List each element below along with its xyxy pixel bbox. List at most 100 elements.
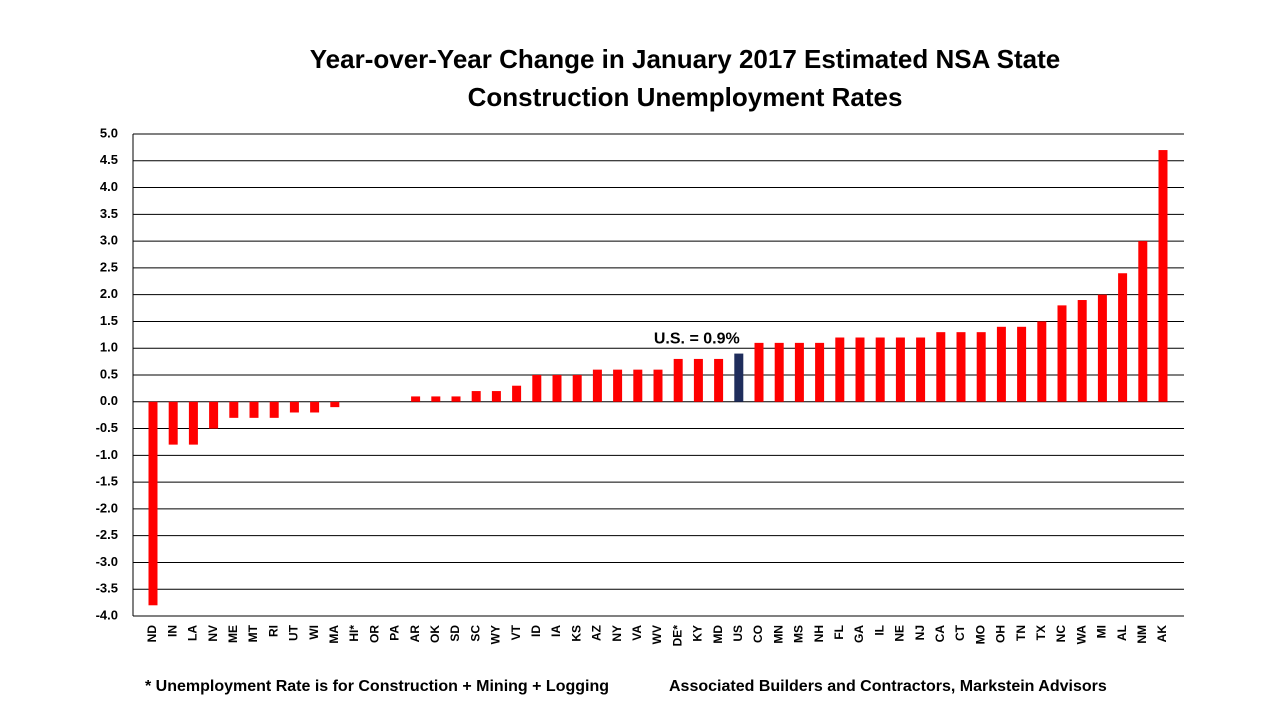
bar [512, 385, 522, 402]
x-tick-label: MO [973, 625, 987, 644]
bar [673, 358, 683, 402]
bar [754, 342, 764, 402]
y-tick-label: 2.5 [100, 259, 118, 274]
footnote: * Unemployment Rate is for Construction … [145, 678, 609, 695]
bar [1097, 294, 1107, 402]
x-tick-label: AL [1115, 625, 1129, 641]
x-tick-label: HI* [347, 625, 361, 642]
bar [209, 401, 219, 429]
y-tick-label: 2.0 [100, 286, 118, 301]
y-tick-label: 0.5 [100, 366, 118, 381]
x-tick-label: NH [812, 625, 826, 642]
x-tick-label: SD [448, 625, 462, 642]
bar [815, 342, 825, 402]
x-tick-label: MN [771, 625, 785, 644]
x-tick-label: FL [832, 625, 846, 640]
x-tick-label: ND [145, 625, 159, 643]
x-tick-label: AZ [590, 625, 604, 641]
x-tick-label: LA [186, 625, 200, 641]
y-tick-label: 1.0 [100, 340, 118, 355]
x-tick-label: MD [711, 625, 725, 644]
bar [693, 358, 703, 402]
x-tick-label: TN [1014, 625, 1028, 641]
bar [653, 369, 663, 402]
source-note: Associated Builders and Contractors, Mar… [669, 678, 1107, 695]
x-tick-label: UT [287, 624, 301, 641]
x-tick-label: KS [569, 625, 583, 642]
x-tick-label: DE* [670, 625, 684, 647]
x-tick-label: IL [872, 625, 886, 636]
bar [1077, 300, 1087, 402]
bar [532, 375, 542, 402]
bar [148, 401, 158, 606]
x-tick-label: OR [367, 625, 381, 643]
chart-title: Construction Unemployment Rates [468, 82, 903, 112]
x-tick-label: NV [206, 625, 220, 642]
bar [592, 369, 602, 402]
x-tick-label: WV [650, 625, 664, 644]
x-tick-label: MT [246, 624, 260, 642]
bar [451, 396, 461, 402]
bar [310, 401, 320, 413]
bar [1037, 321, 1047, 402]
bar [1118, 273, 1128, 402]
bar [916, 337, 926, 402]
bar [976, 332, 986, 402]
chart-title: Year-over-Year Change in January 2017 Es… [310, 44, 1060, 74]
bar [996, 326, 1006, 402]
bar [168, 401, 178, 445]
annotation: U.S. = 0.9% [654, 331, 740, 348]
bar [895, 337, 905, 402]
x-tick-label: ME [226, 625, 240, 643]
bar [1017, 326, 1027, 402]
y-tick-label: -2.5 [96, 527, 118, 542]
x-tick-label: GA [852, 625, 866, 643]
x-tick-label: NE [893, 625, 907, 642]
x-tick-label: NJ [913, 625, 927, 640]
y-tick-label: -3.5 [96, 581, 118, 596]
x-tick-label: OH [994, 625, 1008, 643]
y-tick-label: -0.5 [96, 420, 118, 435]
bar [552, 375, 562, 402]
bar [289, 401, 299, 413]
bar [572, 375, 582, 402]
y-tick-label: -1.5 [96, 474, 118, 489]
x-tick-label: ID [529, 625, 543, 637]
x-tick-label: WY [489, 625, 503, 644]
x-tick-label: WI [307, 625, 321, 640]
x-tick-label: CA [933, 625, 947, 643]
bar [229, 401, 239, 418]
y-tick-label: -1.0 [96, 447, 118, 462]
bar [411, 396, 421, 402]
x-tick-label: IN [165, 625, 179, 637]
x-tick-label: PA [388, 625, 402, 641]
x-tick-label: MA [327, 625, 341, 644]
bar [431, 396, 441, 402]
bar [875, 337, 885, 402]
y-tick-label: -3.0 [96, 554, 118, 569]
bar [936, 332, 946, 402]
bar [835, 337, 845, 402]
bar [774, 342, 784, 402]
y-tick-label: 1.5 [100, 313, 118, 328]
y-tick-label: 3.0 [100, 233, 118, 248]
y-tick-label: 3.5 [100, 206, 118, 221]
bar [714, 358, 724, 402]
bar [633, 369, 643, 402]
bar [1158, 150, 1168, 402]
bar [471, 391, 481, 402]
x-tick-label: IA [549, 625, 563, 637]
bar [330, 401, 340, 408]
y-tick-label: 4.5 [100, 152, 118, 167]
y-tick-label: 4.0 [100, 179, 118, 194]
x-tick-label: VT [509, 624, 523, 640]
x-tick-label: US [731, 625, 745, 642]
y-tick-label: 0.0 [100, 393, 118, 408]
x-tick-label: CT [953, 624, 967, 641]
x-tick-label: MS [792, 625, 806, 643]
x-tick-label: AK [1155, 625, 1169, 643]
x-tick-label: NY [610, 625, 624, 642]
x-tick-label: AR [408, 625, 422, 643]
